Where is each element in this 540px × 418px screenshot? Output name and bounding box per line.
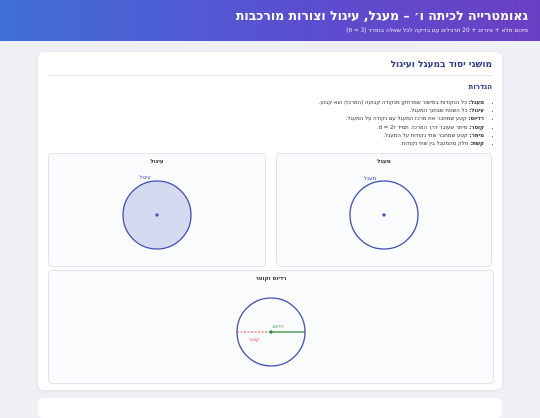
definitions-list: מעגל: כל הנקודות במישור שמרחקן מנקודה קב…: [54, 99, 492, 148]
definition-term: עיגול:: [469, 108, 484, 115]
disk-figure: עיגול: [122, 174, 192, 250]
definition-term: מיתר:: [469, 132, 484, 139]
page-header: גאומטרייה לכיתה ו׳ – מעגל, עיגול וצורות …: [0, 0, 540, 41]
radius-diameter-panel: רדיוס וקוטר רדיוס קוטר: [48, 270, 494, 384]
definition-term: מעגל:: [468, 100, 484, 106]
definition-text: מיתר שעובר דרך המרכז. תמיד d = 2r.: [376, 124, 468, 131]
definition-text: קטע שמחבר את מרכז המעגל עם נקודה על המעג…: [345, 116, 467, 123]
circle-label: מעגל: [364, 175, 377, 182]
circle-panel-title: מעגל: [377, 159, 391, 165]
definition-text: כל הנקודות במישור שמרחקן מנקודה קבועה (ה…: [318, 100, 467, 106]
definition-item: קשת: חלק מהמעגל בין שתי נקודות.: [54, 140, 484, 148]
center-point: [269, 330, 273, 334]
definitions-heading: הגדרות: [468, 83, 492, 91]
section-divider: [48, 75, 492, 76]
definition-text: חלק מהמעגל בין שתי נקודות.: [400, 141, 469, 148]
definition-term: קוטר:: [469, 124, 484, 131]
disk-panel-title: עיגול: [150, 159, 164, 165]
definition-item: רדיוס: קטע שמחבר את מרכז המעגל עם נקודה …: [54, 115, 484, 123]
definition-term: רדיוס:: [468, 116, 484, 123]
definition-text: קטע שמחבר שתי נקודות על המעגל.: [383, 132, 468, 139]
center-point: [382, 213, 386, 217]
definition-item: עיגול: כל השטח שבתוך המעגל.: [54, 107, 484, 115]
page-title: גאומטרייה לכיתה ו׳ – מעגל, עיגול וצורות …: [235, 8, 528, 23]
disk-label: עיגול: [139, 174, 151, 181]
basics-card: מושגי יסוד במעגל ועיגול הגדרות מעגל: כל …: [38, 52, 502, 390]
definition-item: מעגל: כל הנקודות במישור שמרחקן מנקודה קב…: [54, 99, 484, 107]
radius-diameter-figure: רדיוס קוטר: [236, 297, 306, 367]
circle-outline: [349, 180, 419, 250]
diameter-label: קוטר: [249, 337, 260, 343]
definition-text: כל השטח שבתוך המעגל.: [409, 108, 468, 115]
definition-item: קוטר: מיתר שעובר דרך המרכז. תמיד d = 2r.: [54, 124, 484, 132]
definition-item: מיתר: קטע שמחבר שתי נקודות על המעגל.: [54, 132, 484, 140]
center-point: [155, 213, 159, 217]
next-section-card: [38, 398, 502, 418]
section-title: מושגי יסוד במעגל ועיגול: [390, 60, 492, 70]
page-subtitle: סיכום מלא + ציורים + 20 תרגילים עם בדיקה…: [346, 28, 528, 34]
disk-panel: עיגול עיגול: [48, 153, 266, 267]
circle-panel: מעגל מעגל: [276, 153, 492, 267]
radius-label: רדיוס: [272, 324, 283, 330]
definition-term: קשת:: [470, 141, 484, 148]
radius-diameter-title: רדיוס וקוטר: [255, 276, 287, 282]
circle-figure: מעגל: [349, 175, 419, 250]
